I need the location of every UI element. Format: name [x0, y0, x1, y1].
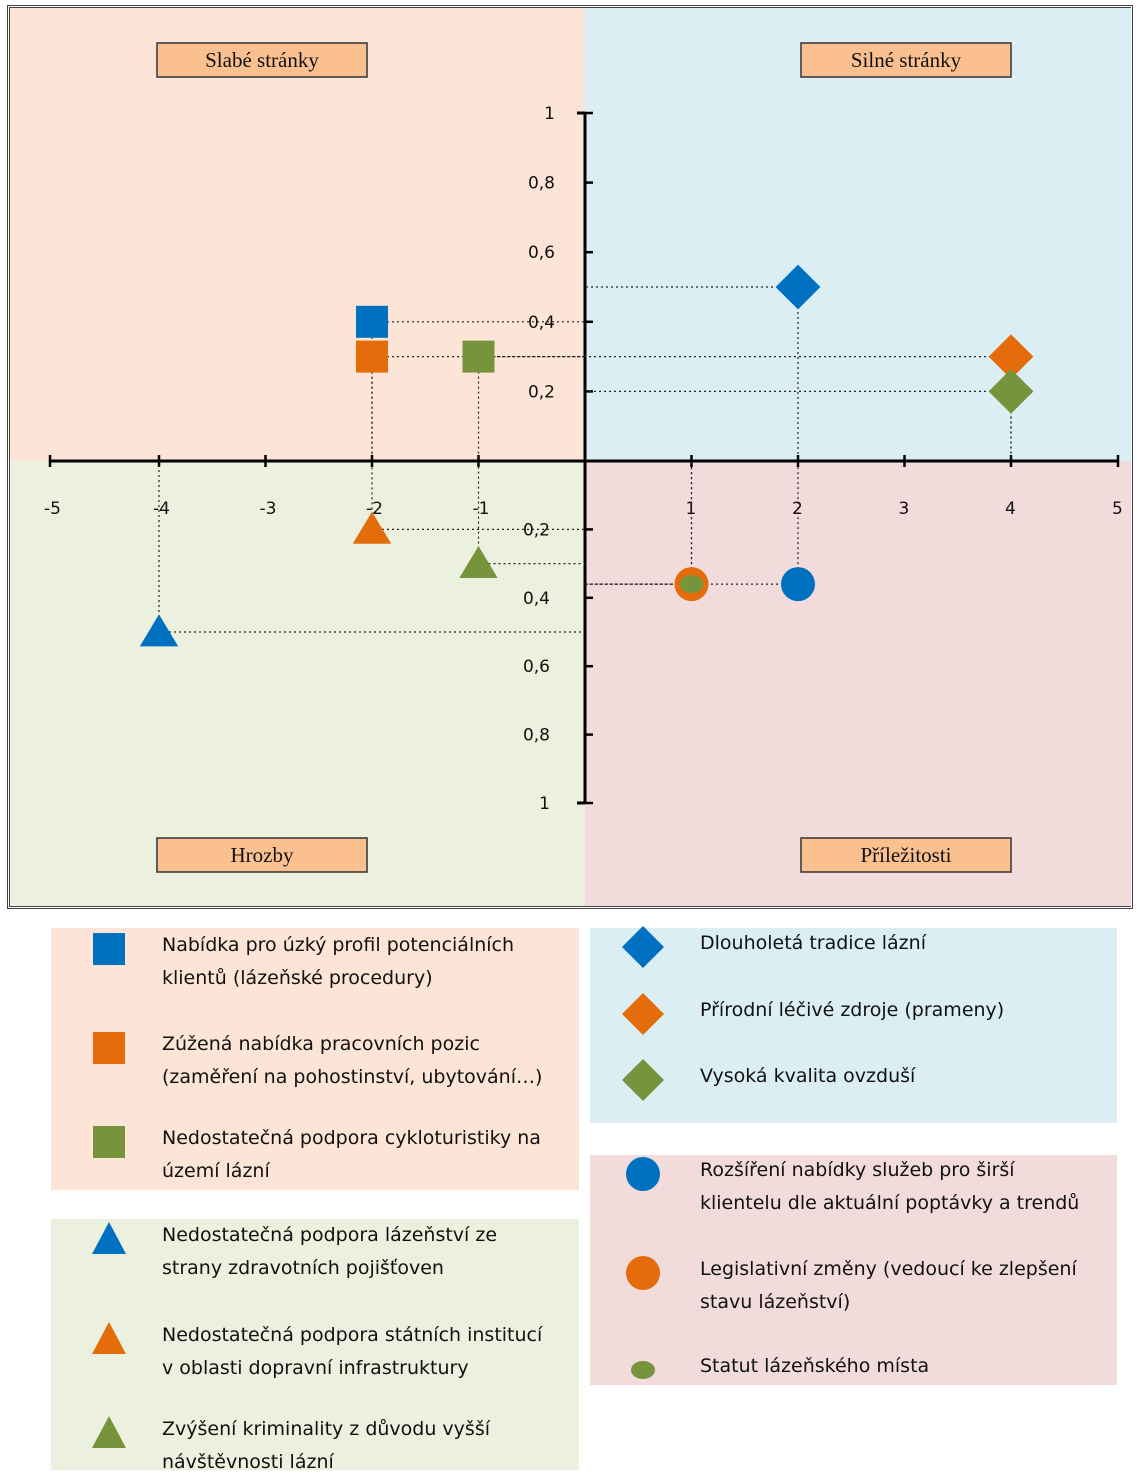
legend-marker-triangle	[92, 1416, 126, 1448]
swot-chart: Slabé stránky Silné stránky Hrozby Příležit…	[10, 8, 1131, 906]
legend-item-opportunities: Statut lázeňského místa	[700, 1350, 1113, 1383]
data-point-circle	[781, 567, 815, 602]
x-tick-label: -2	[366, 499, 383, 519]
legend-item-line: Rozšíření nabídky služeb pro širší	[700, 1159, 1015, 1181]
data-point-triangle	[352, 511, 392, 544]
legend-item-line: Vysoká kvalita ovzduší	[700, 1065, 916, 1087]
x-tick-label: 4	[1005, 499, 1016, 519]
data-point-diamond	[775, 264, 821, 310]
quadrant-threats-bg	[10, 461, 585, 906]
legend-item-line: (zaměření na pohostinství, ubytování…)	[162, 1066, 543, 1088]
legend-group-threats	[51, 1219, 579, 1470]
quadrant-label-threats: Hrozby	[231, 843, 294, 867]
quadrant-label-box-strengths	[800, 42, 1012, 78]
legend-item-threats: Nedostatečná podpora lázeňství ze strany …	[162, 1219, 575, 1285]
legend-item-line: stavu lázeňství)	[700, 1291, 851, 1313]
legend-item-line: území lázní	[162, 1160, 270, 1182]
legend-marker-circle	[626, 1256, 660, 1290]
data-point-square	[356, 305, 388, 338]
data-point-triangle	[139, 614, 179, 647]
x-tick-label: -3	[260, 499, 277, 519]
legend-marker-square	[93, 933, 125, 965]
legend-marker-diamond	[622, 993, 664, 1035]
y-tick-label: 1	[544, 104, 555, 124]
legend-marker-square	[93, 1032, 125, 1064]
x-tick-label: -4	[153, 499, 170, 519]
legend-item-weaknesses: Zúžená nabídka pracovních pozic (zaměření…	[162, 1028, 575, 1094]
quadrant-label-strengths: Silné stránky	[851, 48, 962, 72]
x-tick-label: 5	[1112, 499, 1123, 519]
legend-marker-circle	[631, 1361, 655, 1379]
legend-item-threats: Nedostatečná podpora státních institucí v…	[162, 1319, 575, 1385]
legend-item-weaknesses: Nabídka pro úzký profil potenciálních kli…	[162, 929, 575, 995]
legend-item-strengths: Dlouholetá tradice lázní	[700, 927, 1113, 960]
x-tick-label: -5	[44, 499, 61, 519]
legend-marker-triangle	[92, 1222, 126, 1254]
legend-marker-diamond	[622, 926, 664, 968]
quadrant-opportunities-bg	[585, 461, 1131, 906]
legend-item-line: Nedostatečná podpora státních institucí	[162, 1324, 543, 1346]
swot-chart-frame	[7, 5, 1133, 909]
quadrant-strengths-bg	[585, 8, 1131, 461]
y-tick-label: 0,2	[523, 520, 550, 540]
legend-item-line: Zvýšení kriminality z důvodu vyšší	[162, 1418, 491, 1440]
legend-item-opportunities: Legislativní změny (vedoucí ke zlepšení s…	[700, 1253, 1113, 1319]
y-tick-label: 0,4	[523, 589, 550, 609]
y-tick-label: 0,6	[528, 243, 555, 263]
quadrant-label-weaknesses: Slabé stránky	[205, 48, 319, 72]
quadrant-label-box-weaknesses	[156, 42, 368, 78]
legend-group-opportunities	[590, 1155, 1117, 1385]
legend-item-line: Nabídka pro úzký profil potenciálních	[162, 934, 515, 956]
legend-item-line: klientů (lázeňské procedury)	[162, 967, 433, 989]
quadrant-label-box-opportunities	[800, 837, 1012, 873]
data-point-triangle	[459, 546, 498, 578]
data-point-square	[356, 340, 388, 373]
legend-item-line: Legislativní změny (vedoucí ke zlepšení	[700, 1258, 1077, 1280]
quadrant-label-box-threats	[156, 837, 368, 873]
data-point-ellipse	[679, 575, 704, 594]
legend-item-line: Statut lázeňského místa	[700, 1355, 930, 1377]
x-tick-label: -1	[473, 499, 490, 519]
y-tick-label: 0,8	[523, 726, 550, 746]
legend-group-strengths	[590, 928, 1117, 1123]
legend-item-line: návštěvnosti lázní	[162, 1451, 334, 1473]
quadrant-label-opportunities: Příležitosti	[861, 843, 952, 867]
data-point-square	[462, 340, 495, 373]
legend-marker-triangle	[92, 1322, 126, 1354]
legend-item-line: strany zdravotních pojišťoven	[162, 1257, 444, 1279]
data-point-diamond	[988, 334, 1034, 379]
legend-item-opportunities: Rozšíření nabídky služeb pro širší klient…	[700, 1154, 1113, 1220]
y-tick-label: 0,4	[528, 313, 555, 333]
data-point-diamond	[988, 369, 1034, 414]
y-tick-label: 0,6	[523, 657, 550, 677]
quadrant-weaknesses-bg	[10, 8, 585, 461]
legend-item-line: klientelu dle aktuální poptávky a trendů	[700, 1192, 1080, 1214]
legend-item-line: Přírodní léčivé zdroje (prameny)	[700, 999, 1005, 1021]
y-tick-label: 0,2	[528, 382, 555, 402]
legend-marker-circle	[626, 1157, 660, 1191]
x-tick-label: 3	[899, 499, 910, 519]
legend-item-threats: Zvýšení kriminality z důvodu vyšší návště…	[162, 1413, 575, 1479]
legend-group-weaknesses	[51, 928, 579, 1190]
legend-item-strengths: Vysoká kvalita ovzduší	[700, 1060, 1113, 1093]
legend-item-strengths: Přírodní léčivé zdroje (prameny)	[700, 994, 1113, 1027]
legend-item-line: Nedostatečná podpora lázeňství ze	[162, 1224, 498, 1246]
legend-marker-diamond	[622, 1059, 664, 1101]
y-tick-label: 0,8	[528, 174, 555, 194]
legend-item-weaknesses: Nedostatečná podpora cykloturistiky na úz…	[162, 1122, 575, 1188]
y-tick-label: 1	[539, 794, 550, 814]
legend-item-line: Zúžená nabídka pracovních pozic	[162, 1033, 480, 1055]
legend-marker-square	[93, 1126, 125, 1158]
legend-item-line: Dlouholetá tradice lázní	[700, 932, 926, 954]
legend-item-line: Nedostatečná podpora cykloturistiky na	[162, 1127, 541, 1149]
legend-item-line: v oblasti dopravní infrastruktury	[162, 1357, 469, 1379]
